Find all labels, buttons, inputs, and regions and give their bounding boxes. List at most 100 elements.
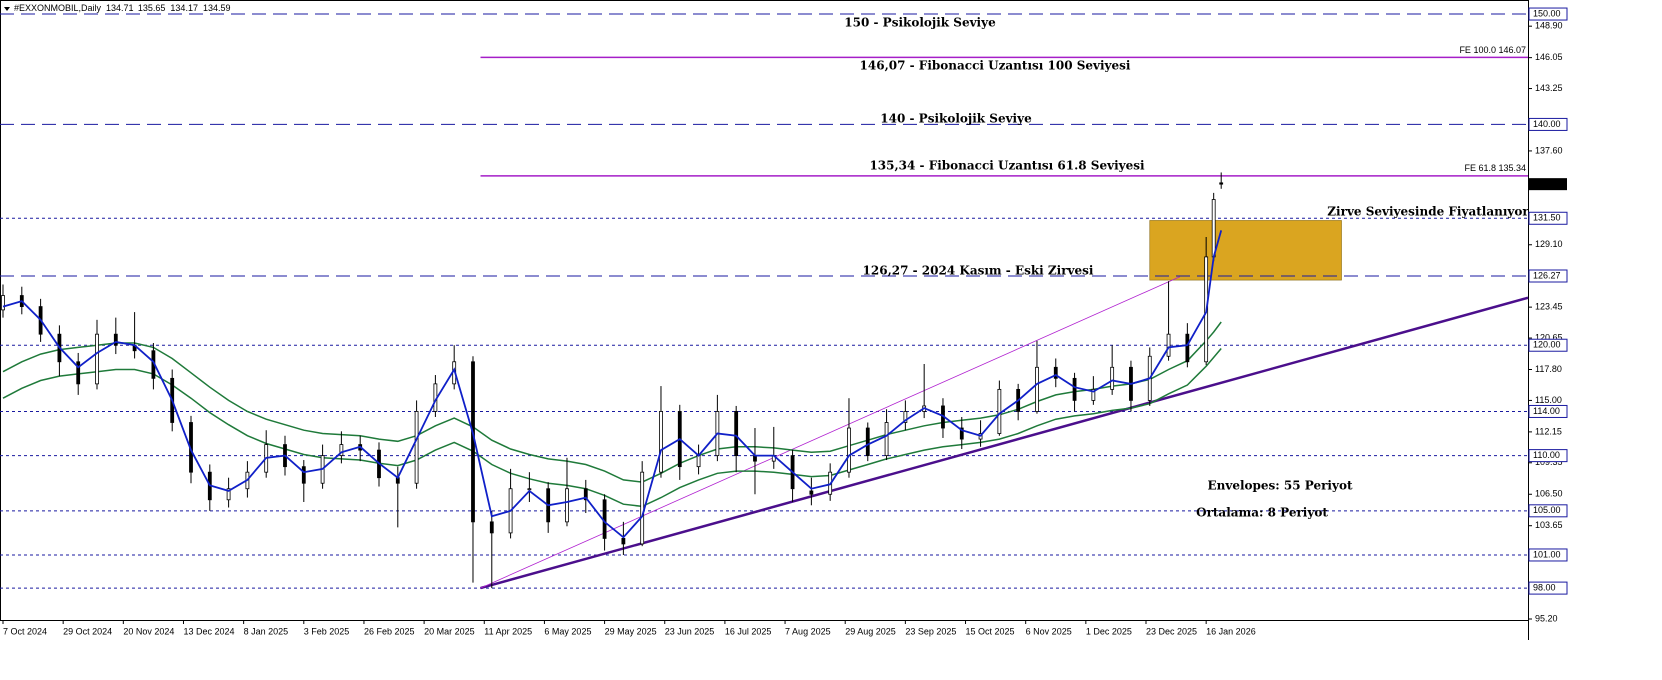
x-tick-label: 20 Mar 2025 <box>424 626 475 636</box>
menu-arrow <box>4 7 10 11</box>
x-tick-label: 3 Feb 2025 <box>304 626 350 636</box>
x-tick-label: 7 Aug 2025 <box>785 626 831 636</box>
ohlc-value: 134.17 <box>170 3 198 13</box>
candle-body <box>621 538 626 545</box>
annotation: 126,27 - 2024 Kasım - Eski Zirvesi <box>863 264 1094 278</box>
y-tick-label: 103.65 <box>1535 520 1563 530</box>
last-price-label: 134.59 <box>1533 179 1561 189</box>
y-tick-label: 112.15 <box>1535 426 1562 436</box>
candle-body <box>959 427 964 440</box>
fib-label: FE 61.8 135.34 <box>1464 163 1526 173</box>
x-tick-label: 29 Aug 2025 <box>845 626 896 636</box>
candle-body <box>1185 333 1190 363</box>
trendline <box>480 276 1181 589</box>
level-label-box <box>1528 338 1568 352</box>
candle-body <box>1110 366 1115 390</box>
x-tick-label: 26 Feb 2025 <box>364 626 415 636</box>
y-tick-label: 137.60 <box>1535 145 1563 155</box>
trendline <box>480 296 1529 590</box>
x-tick-label: 6 May 2025 <box>544 626 591 636</box>
annotation: 150 - Psikolojik Seviye <box>844 16 996 30</box>
y-tick-label: 143.25 <box>1535 83 1563 93</box>
level-label-box <box>1528 504 1568 518</box>
candle-body <box>489 521 494 534</box>
candle-body <box>76 361 81 385</box>
x-tick-label: 16 Jul 2025 <box>725 626 772 636</box>
level-label-box <box>1528 404 1568 418</box>
level-label: 126.27 <box>1533 270 1561 280</box>
level-label: 105.00 <box>1533 505 1561 515</box>
candle-body <box>847 427 851 473</box>
candle-body <box>809 490 814 495</box>
y-tick-label: 106.50 <box>1535 489 1563 499</box>
candle-body <box>865 427 870 457</box>
x-tick-label: 23 Sep 2025 <box>905 626 956 636</box>
level-label-box <box>1528 269 1568 283</box>
moving-average <box>2 230 1223 539</box>
level-label-box <box>1528 581 1568 595</box>
y-tick-label: 129.10 <box>1535 239 1563 249</box>
y-tick-label: 123.45 <box>1535 302 1563 312</box>
candle-body <box>1035 366 1039 412</box>
annotation: Zirve Seviyesinde Fiyatlanıyor <box>1327 205 1529 219</box>
x-tick-label: 23 Dec 2025 <box>1146 626 1197 636</box>
candle-body <box>301 466 306 484</box>
candle-body <box>659 411 663 473</box>
candle-body <box>1072 377 1077 401</box>
candle-body <box>1091 388 1096 401</box>
candle-body <box>226 488 231 501</box>
level-label-box <box>1528 449 1568 463</box>
annotation: 146,07 - Fibonacci Uzantısı 100 Seviyesi <box>860 59 1131 73</box>
annotation: 140 - Psikolojik Seviye <box>880 112 1032 126</box>
level-label: 110.00 <box>1533 450 1560 460</box>
candle-body <box>696 455 701 468</box>
ohlc-value: 135.65 <box>138 3 166 13</box>
candle-body <box>1166 333 1171 357</box>
candle-body <box>414 411 419 484</box>
candle-body <box>640 471 645 545</box>
x-tick-label: 20 Nov 2024 <box>123 626 174 636</box>
candle-body <box>1219 182 1224 185</box>
y-tick-label: 117.80 <box>1535 364 1562 374</box>
candle-body <box>1211 199 1216 258</box>
y-tick-label: 146.05 <box>1535 52 1563 62</box>
x-tick-label: 7 Oct 2024 <box>3 626 47 636</box>
level-label-box <box>1528 117 1568 131</box>
x-tick-label: 11 Apr 2025 <box>484 626 532 636</box>
y-tick-label: 109.35 <box>1535 457 1563 467</box>
level-label: 101.00 <box>1533 549 1561 559</box>
ohlc-value: 134.59 <box>203 3 231 13</box>
ohlc-value: 134.71 <box>106 3 134 13</box>
level-label-box <box>1528 7 1568 21</box>
candle-body <box>339 444 344 457</box>
x-tick-label: 29 May 2025 <box>605 626 657 636</box>
y-tick-label: 115.00 <box>1535 395 1562 405</box>
y-tick-label: 120.65 <box>1535 332 1563 342</box>
y-tick-label: 148.90 <box>1535 21 1563 31</box>
candle-body <box>113 333 118 346</box>
annotation: 135,34 - Fibonacci Uzantısı 61.8 Seviyes… <box>869 159 1145 173</box>
x-tick-label: 8 Jan 2025 <box>244 626 289 636</box>
header: #EXXONMOBIL,Daily 134.71 135.65 134.17 134.5… <box>14 3 230 13</box>
level-label: 150.00 <box>1533 8 1561 18</box>
symbol: #EXXONMOBIL,Daily <box>14 3 102 13</box>
x-tick-label: 1 Dec 2025 <box>1086 626 1132 636</box>
candle-body <box>997 388 1002 434</box>
y-tick-label: 95.20 <box>1535 613 1558 623</box>
x-tick-label: 15 Oct 2025 <box>966 626 1015 636</box>
candle-body <box>95 333 99 385</box>
candle-body <box>1053 366 1058 379</box>
level-label: 120.00 <box>1533 340 1561 350</box>
level-label: 140.00 <box>1533 119 1561 129</box>
x-tick-label: 6 Nov 2025 <box>1026 626 1072 636</box>
candle-body <box>565 488 569 523</box>
x-tick-label: 29 Oct 2024 <box>63 626 112 636</box>
last-price-box <box>1529 178 1567 191</box>
candle-body <box>583 488 588 501</box>
candle-body <box>734 411 739 457</box>
candle-body <box>527 488 532 491</box>
level-label: 114.00 <box>1533 406 1560 416</box>
price-zone <box>1149 220 1342 281</box>
plot-frame <box>0 0 1529 621</box>
